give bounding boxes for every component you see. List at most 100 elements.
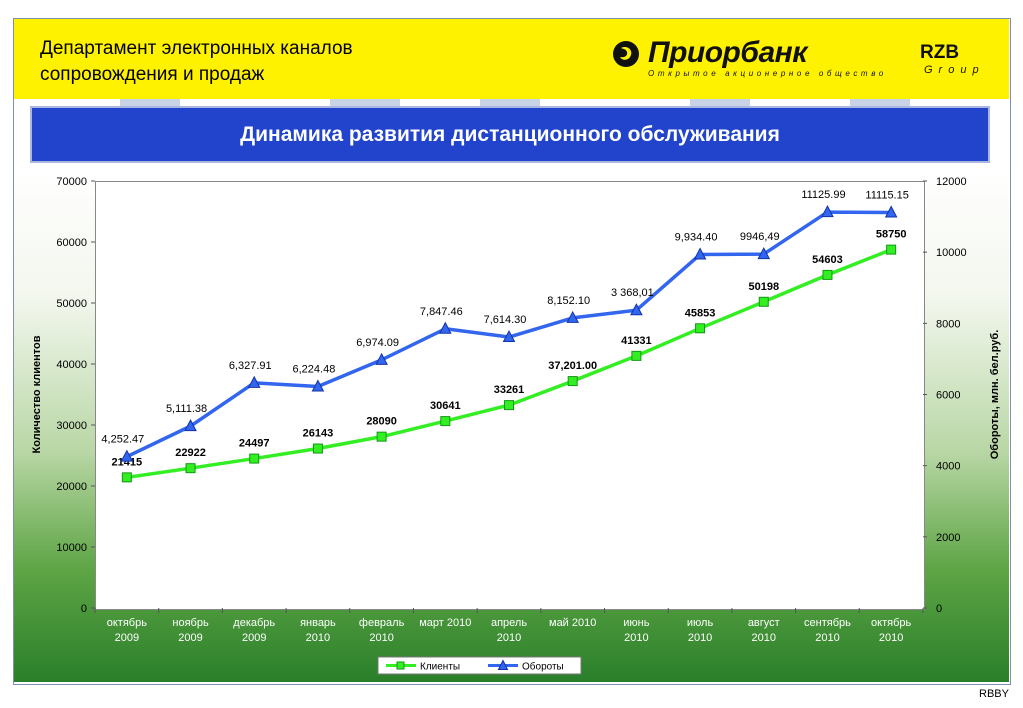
- x-tick-label: январь: [300, 617, 336, 629]
- y-right-tick-label: 2000: [936, 532, 960, 544]
- x-tick-label: октябрь: [107, 617, 147, 629]
- turnover-data-label: 11125.99: [801, 189, 845, 201]
- turnover-point: [247, 375, 261, 388]
- decor-tab: [120, 99, 180, 107]
- clients-data-label: 24497: [239, 438, 270, 450]
- x-tick-label: июль: [687, 617, 714, 629]
- clients-data-label: 41331: [621, 335, 652, 347]
- clients-point: [376, 431, 387, 442]
- y-right-tick-label: 4000: [936, 461, 960, 473]
- x-tick-label: 2009: [178, 632, 202, 644]
- legend-label-0: Клиенты: [420, 662, 460, 673]
- x-tick-label: 2009: [242, 632, 266, 644]
- turnover-data-label: 7,614.30: [484, 314, 527, 326]
- turnover-data-label: 7,847.46: [420, 306, 463, 318]
- clients-point: [121, 472, 132, 483]
- legend-marker-triangle: [497, 659, 509, 670]
- x-tick-label: 2010: [752, 632, 776, 644]
- turnover-data-label: 3 368,01: [611, 287, 654, 299]
- turnover-point: [438, 321, 452, 334]
- turnover-data-label: 5,111.38: [166, 403, 207, 415]
- clients-point: [312, 443, 323, 454]
- x-tick-label: март 2010: [419, 617, 471, 629]
- decor-tab: [480, 99, 540, 107]
- legend-box: [377, 656, 582, 675]
- y-left-tick-label: 20000: [56, 481, 87, 493]
- x-tick-label: май 2010: [549, 617, 596, 629]
- clients-point: [249, 453, 260, 464]
- clients-data-label: 58750: [876, 229, 907, 241]
- clients-point: [886, 244, 897, 255]
- clients-data-label: 21415: [112, 456, 143, 468]
- turnover-point: [311, 379, 325, 392]
- x-tick-label: февраль: [359, 617, 405, 629]
- legend-label-1: Обороты: [522, 661, 564, 673]
- turnover-point: [757, 246, 771, 260]
- x-tick-label: 2010: [879, 632, 903, 644]
- clients-data-label: 45853: [685, 307, 716, 319]
- clients-data-label: 22922: [175, 447, 206, 459]
- turnover-data-label: 11115.15: [865, 189, 908, 201]
- legend-marker-square: [396, 661, 405, 670]
- y-right-tick-label: 0: [936, 603, 942, 615]
- y-left-tick-label: 50000: [56, 298, 87, 310]
- x-tick-label: 2010: [497, 632, 521, 644]
- turnover-point: [821, 205, 834, 218]
- x-tick-label: 2010: [688, 632, 712, 644]
- turnover-data-label: 8,152.10: [547, 295, 590, 307]
- x-tick-label: 2009: [115, 632, 139, 644]
- x-tick-label: 2010: [815, 632, 839, 644]
- turnover-point: [884, 205, 898, 218]
- turnover-point: [502, 329, 516, 343]
- turnover-data-label: 9,934.40: [675, 232, 718, 244]
- y-left-tick-label: 0: [81, 603, 87, 615]
- x-tick-label: сентябрь: [804, 617, 851, 629]
- decor-tab: [330, 99, 400, 107]
- x-tick-label: 2010: [624, 632, 648, 644]
- partner-logo: RZB: [920, 42, 960, 63]
- clients-point: [567, 376, 578, 387]
- priorbank-logo-icon: [613, 41, 639, 67]
- clients-point: [631, 350, 642, 361]
- turnover-point: [693, 247, 707, 260]
- clients-point: [504, 400, 514, 411]
- department-title: Департамент электронных каналов сопровож…: [40, 38, 353, 85]
- x-tick-label: декабрь: [233, 617, 275, 629]
- chart-title: Динамика развития дистанционного обслужи…: [240, 123, 780, 146]
- y-left-tick-label: 60000: [56, 237, 87, 249]
- y-left-tick-label: 30000: [56, 420, 87, 432]
- clients-point: [185, 463, 196, 474]
- turnover-point: [630, 303, 643, 316]
- brand-name: Приорбанк: [648, 36, 807, 69]
- clients-data-label: 37,201.00: [548, 360, 597, 372]
- x-tick-label: октябрь: [871, 617, 911, 629]
- clients-data-label: 30641: [430, 400, 461, 412]
- clients-data-label: 50198: [748, 281, 779, 293]
- clients-point: [440, 416, 451, 427]
- turnover-data-label: 4,252.47: [101, 434, 144, 446]
- clients-data-label: 26143: [303, 428, 334, 440]
- chart-title-bar: Динамика развития дистанционного обслужи…: [30, 106, 990, 163]
- y-right-tick-label: 12000: [936, 176, 967, 188]
- partner-group: Group: [924, 64, 985, 76]
- y-right-tick-label: 6000: [936, 390, 960, 402]
- decor-tab: [850, 99, 910, 107]
- clients-point: [758, 296, 769, 307]
- page-frame: [13, 18, 1011, 685]
- turnover-data-label: 6,224.48: [293, 364, 336, 376]
- y-left-tick-label: 10000: [56, 542, 87, 554]
- turnover-data-label: 6,974.09: [356, 337, 399, 349]
- clients-data-label: 33261: [494, 384, 525, 396]
- turnover-point: [184, 419, 197, 432]
- clients-point: [822, 269, 833, 280]
- footer-label: RBBY: [979, 688, 1009, 700]
- clients-point: [695, 323, 706, 334]
- decor-tab: [690, 99, 750, 107]
- y-left-axis-label: Количество клиентов: [31, 335, 43, 453]
- y-right-tick-label: 8000: [936, 318, 960, 330]
- y-right-tick-label: 10000: [936, 247, 967, 259]
- y-right-axis-label: Обороты, млн. бел.руб.: [989, 330, 1001, 460]
- turnover-data-label: 9946,49: [740, 231, 780, 243]
- x-tick-label: ноябрь: [172, 617, 209, 629]
